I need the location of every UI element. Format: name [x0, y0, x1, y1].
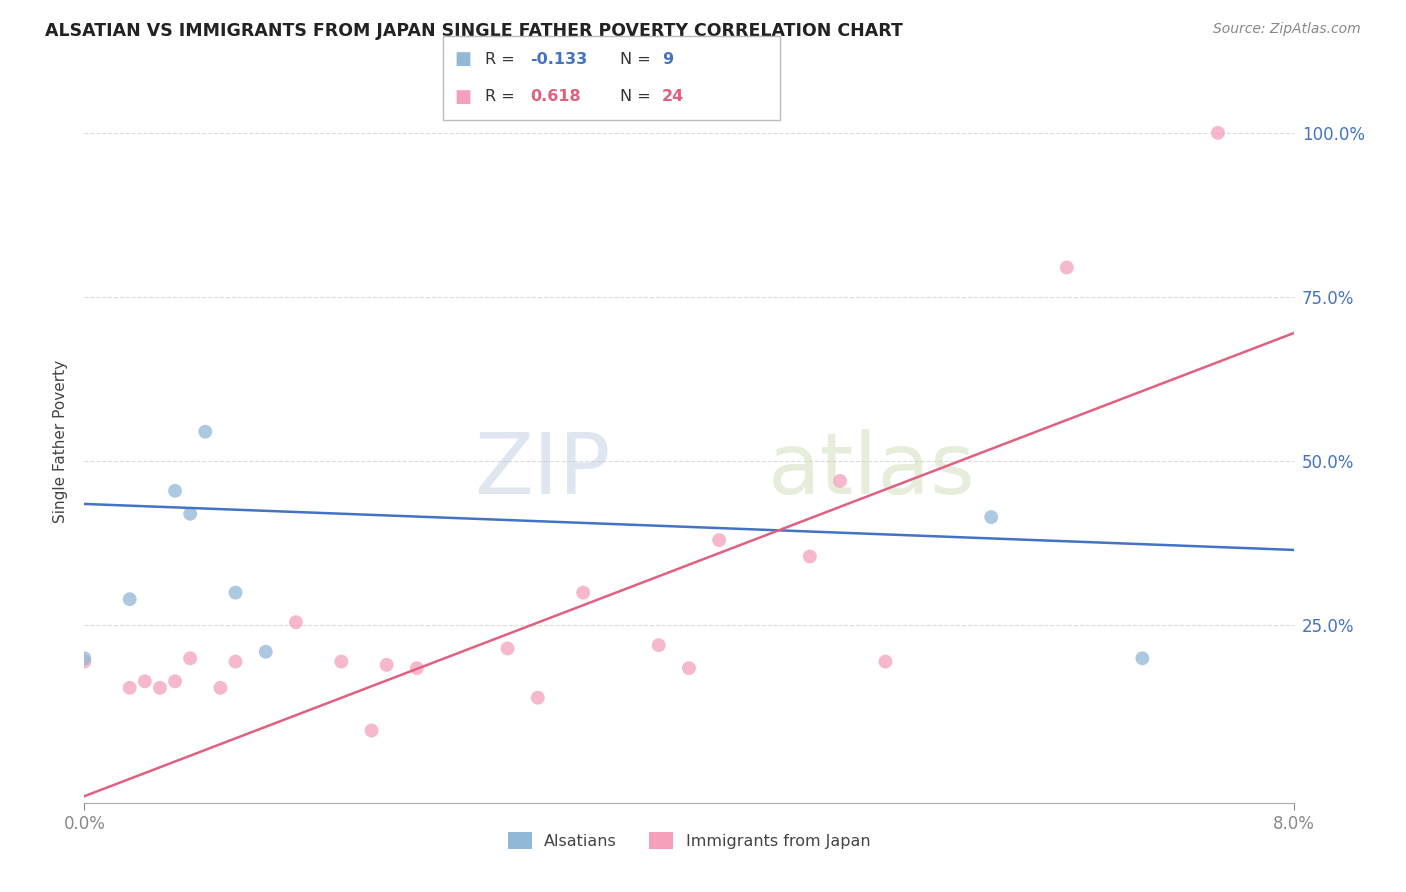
Point	[1206, 126, 1229, 140]
Text: ■: ■	[454, 87, 471, 105]
Text: -0.133: -0.133	[530, 52, 588, 67]
Point	[375, 657, 398, 672]
Point	[406, 661, 429, 675]
Point	[134, 674, 156, 689]
Text: Source: ZipAtlas.com: Source: ZipAtlas.com	[1213, 22, 1361, 37]
Point	[496, 641, 519, 656]
Text: R =: R =	[485, 89, 520, 104]
Point	[225, 585, 247, 599]
Legend: Alsatians, Immigrants from Japan: Alsatians, Immigrants from Japan	[508, 832, 870, 849]
Point	[330, 655, 353, 669]
Point	[73, 651, 96, 665]
Point	[194, 425, 217, 439]
Y-axis label: Single Father Poverty: Single Father Poverty	[53, 360, 69, 523]
Text: ZIP: ZIP	[474, 429, 610, 512]
Point	[1056, 260, 1078, 275]
Point	[799, 549, 821, 564]
Point	[118, 592, 141, 607]
Point	[1132, 651, 1154, 665]
Text: N =: N =	[620, 52, 651, 67]
Point	[285, 615, 308, 630]
Point	[709, 533, 731, 547]
Point	[678, 661, 700, 675]
Point	[875, 655, 897, 669]
Text: 0.618: 0.618	[530, 89, 581, 104]
Point	[179, 651, 201, 665]
Text: ■: ■	[454, 51, 471, 69]
Point	[572, 585, 595, 599]
Point	[980, 510, 1002, 524]
Point	[165, 483, 187, 498]
Point	[118, 681, 141, 695]
Point	[830, 474, 852, 488]
Text: atlas: atlas	[768, 429, 976, 512]
Text: N =: N =	[620, 89, 651, 104]
Point	[165, 674, 187, 689]
Text: 24: 24	[662, 89, 685, 104]
Point	[254, 645, 277, 659]
Text: 9: 9	[662, 52, 673, 67]
Point	[225, 655, 247, 669]
Point	[360, 723, 382, 738]
Point	[527, 690, 550, 705]
Text: R =: R =	[485, 52, 520, 67]
Point	[73, 655, 96, 669]
Point	[648, 638, 671, 652]
Point	[209, 681, 232, 695]
Text: ALSATIAN VS IMMIGRANTS FROM JAPAN SINGLE FATHER POVERTY CORRELATION CHART: ALSATIAN VS IMMIGRANTS FROM JAPAN SINGLE…	[45, 22, 903, 40]
Point	[179, 507, 201, 521]
Point	[149, 681, 172, 695]
